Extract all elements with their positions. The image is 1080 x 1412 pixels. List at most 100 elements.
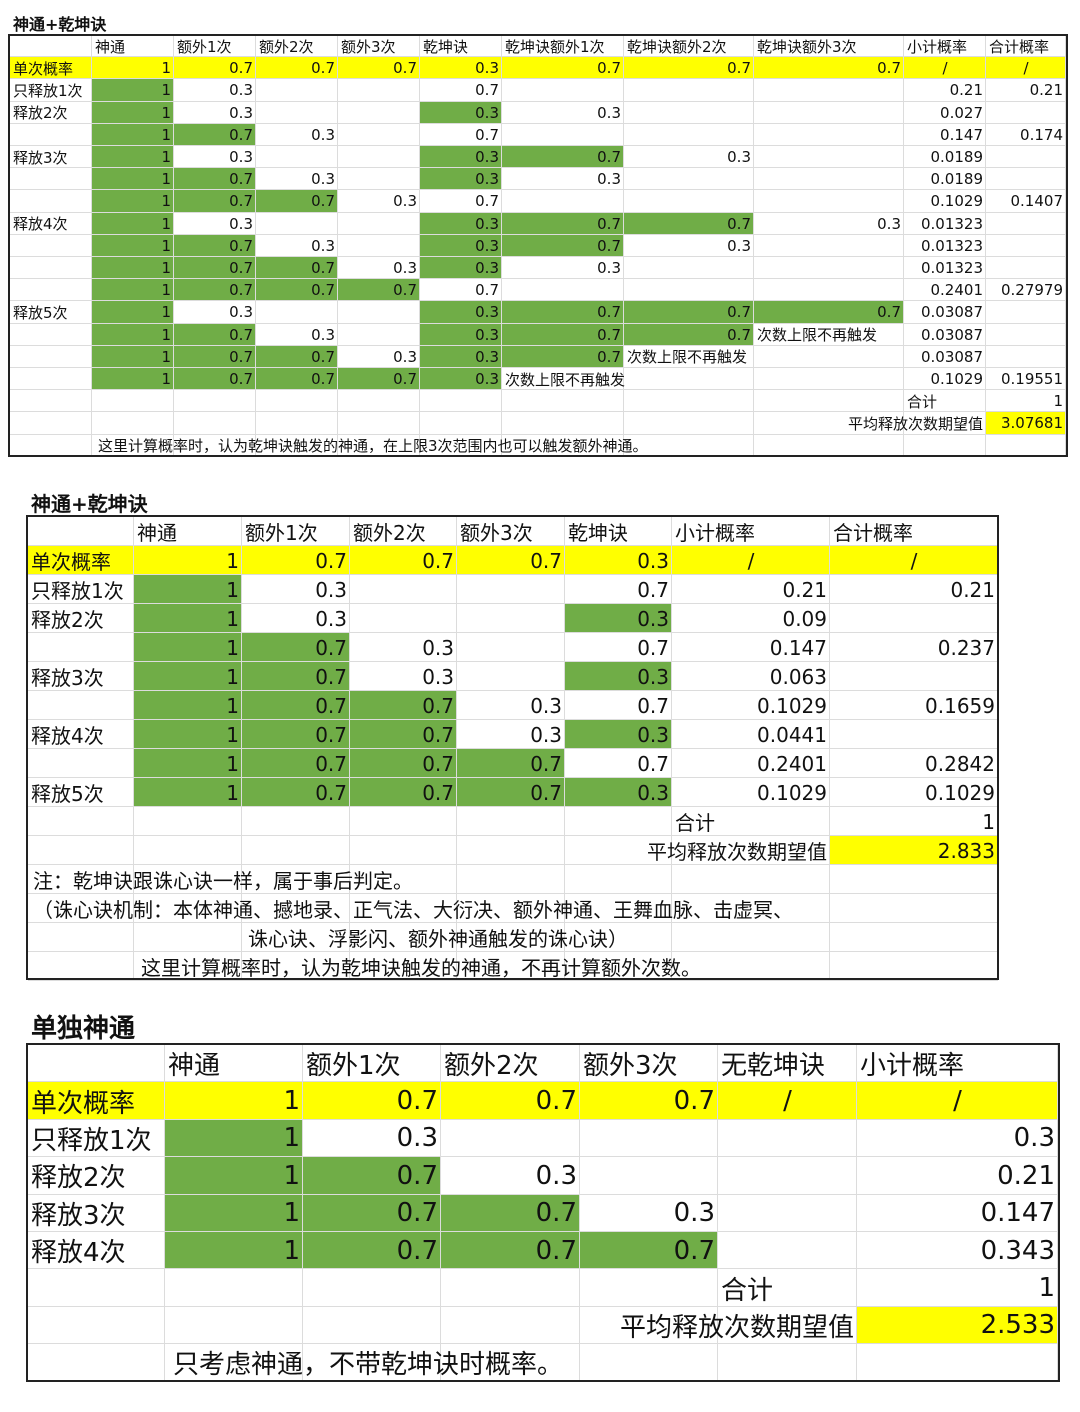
cell-value: 0.3 (475, 214, 499, 233)
cell-bg (303, 1306, 441, 1345)
cell-bg (986, 146, 1066, 169)
cell-bg (350, 865, 457, 894)
row-label: 只释放1次 (13, 81, 83, 100)
cell-bg (754, 35, 904, 58)
cell-bg (92, 301, 174, 324)
cell-value: 1 (283, 1123, 300, 1154)
cell-bg (28, 1157, 165, 1195)
column-header: 额外1次 (177, 37, 232, 56)
cell-bg (10, 190, 92, 213)
cell-bg (457, 923, 565, 952)
cell-bg (502, 35, 624, 58)
cell-bg (986, 301, 1066, 324)
cell-bg (242, 546, 350, 575)
cell-bg (134, 836, 242, 865)
cell-bg (457, 691, 565, 720)
cell-bg (242, 575, 350, 604)
expectation-value: 2.533 (980, 1310, 1055, 1341)
cell-bg (857, 1269, 1058, 1307)
cell-bg (242, 633, 350, 662)
cell-bg (565, 546, 672, 575)
cell-bg (134, 865, 242, 894)
cell-bg (624, 257, 754, 280)
cell-bg (754, 345, 904, 368)
cell-value: 1 (161, 325, 171, 344)
cell-bg (986, 57, 1066, 80)
cell-bg (904, 190, 986, 213)
cell-bg (256, 279, 338, 302)
cell-value: 0.3 (229, 214, 253, 233)
cell-bg (420, 212, 502, 235)
cell-bg (338, 234, 420, 257)
cell-bg (904, 57, 986, 80)
note: 诛心诀、浮影闪、额外神通触发的诛心诀） (248, 927, 628, 951)
cell-bg (10, 123, 92, 146)
cell-bg (303, 1194, 441, 1232)
cell-bg (338, 101, 420, 124)
cell-bg (754, 390, 904, 413)
cell-bg (10, 57, 92, 80)
cell-bg (10, 301, 92, 324)
table-title: 神通+乾坤诀 (31, 491, 148, 516)
cell-bg (457, 836, 565, 865)
table-border (8, 34, 1068, 457)
cell-bg (165, 1082, 303, 1120)
cell-bg (580, 1157, 718, 1195)
cell-bg (242, 691, 350, 720)
cell-bg (10, 146, 92, 169)
cell-value: 0.7 (393, 281, 417, 300)
cell-bg (92, 190, 174, 213)
cell-value: 1 (161, 170, 171, 189)
cell-bg (672, 720, 830, 749)
cell-bg (502, 190, 624, 213)
cell-value: 0.7 (393, 370, 417, 389)
cell-bg (350, 575, 457, 604)
cell-bg (830, 836, 998, 865)
column-header: 额外2次 (259, 37, 314, 56)
cell-value: 0.7 (229, 170, 253, 189)
cell-bg (174, 257, 256, 280)
cell-bg (338, 79, 420, 102)
column-header: 小计概率 (907, 37, 968, 56)
row-label: 释放4次 (31, 1238, 126, 1269)
cell-bg (420, 146, 502, 169)
cell-bg (420, 368, 502, 391)
cell-bg (754, 412, 904, 435)
cell-bg (580, 1269, 718, 1307)
cell-bg (134, 604, 242, 633)
row-label: 释放5次 (13, 303, 68, 322)
cell-bg (28, 1269, 165, 1307)
row-label: 释放2次 (13, 104, 68, 123)
cell-bg (10, 234, 92, 257)
cell-bg (28, 1045, 165, 1083)
cell-bg (350, 604, 457, 633)
cell-bg (10, 212, 92, 235)
cell-bg (457, 749, 565, 778)
cell-bg (256, 412, 338, 435)
cell-value: 0.3 (229, 103, 253, 122)
cell-bg (165, 1232, 303, 1270)
cell-value: 0.3 (393, 347, 417, 366)
cell-value: 0.21 (997, 1160, 1055, 1191)
cell-bg (672, 546, 830, 575)
cell-value: 0.7 (673, 1235, 715, 1266)
cell-value: 1 (226, 693, 239, 718)
table-border (26, 1043, 1060, 1382)
cell-bg (565, 836, 672, 865)
cell-bg (303, 1119, 441, 1158)
row-label: 释放2次 (31, 1163, 126, 1194)
cell-bg (92, 368, 174, 391)
cell-bg (624, 323, 754, 346)
cell-value: 1 (226, 606, 239, 631)
cell-value: 0.7 (597, 325, 621, 344)
cell-bg (986, 412, 1066, 435)
total-label: 合计 (675, 811, 715, 835)
cell-bg (303, 1344, 441, 1382)
cell-bg (830, 575, 998, 604)
cell-value: 0.343 (980, 1235, 1055, 1266)
cell-bg (754, 57, 904, 80)
cell-value: 0.3 (229, 81, 253, 100)
cell-value: 0.3 (597, 103, 621, 122)
cell-bg (350, 662, 457, 691)
column-header: 神通 (168, 1051, 221, 1082)
